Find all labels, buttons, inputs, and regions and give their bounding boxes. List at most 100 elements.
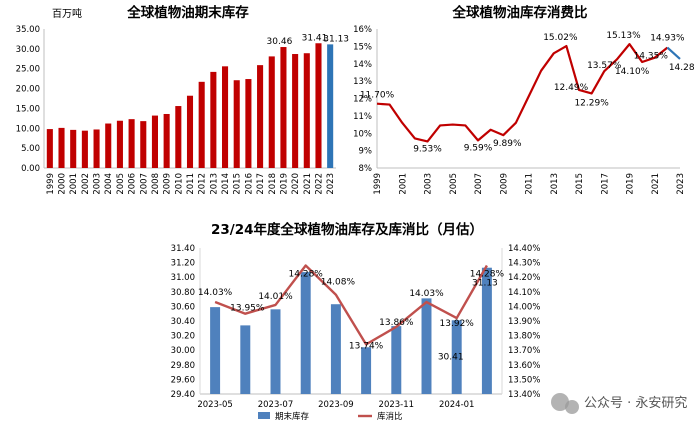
y-right-tick-label: 13.40% xyxy=(508,390,540,400)
x-tick-label: 2023-07 xyxy=(258,400,294,410)
legend-label: 库消比 xyxy=(377,411,403,422)
data-label: 30.41 xyxy=(438,352,464,362)
x-tick-label: 2014 xyxy=(221,173,231,195)
x-tick-label: 2002 xyxy=(81,173,91,195)
y-tick-label: 0.00 xyxy=(21,164,40,174)
bar xyxy=(210,307,221,394)
data-label: 30.46 xyxy=(267,37,293,47)
x-tick-label: 1999 xyxy=(373,173,383,195)
bar xyxy=(210,71,217,168)
bar xyxy=(303,53,310,168)
data-label: 9.89% xyxy=(493,139,522,149)
unit-label: 百万吨 xyxy=(52,7,82,20)
data-label: 31.13 xyxy=(472,279,498,289)
bar xyxy=(292,54,299,168)
bar xyxy=(116,120,123,168)
bar xyxy=(151,115,158,168)
y-left-tick-label: 30.60 xyxy=(171,302,195,312)
x-tick-label: 2001 xyxy=(398,173,408,195)
x-tick-label: 2019 xyxy=(626,173,636,195)
data-label: 15.13% xyxy=(606,31,641,41)
y-tick-label: 9% xyxy=(359,147,373,157)
chart-title: 23/24年度全球植物油库存及库消比（月估） xyxy=(211,221,483,238)
x-tick-label: 2003 xyxy=(424,173,434,195)
x-tick-label: 2023-09 xyxy=(318,400,354,410)
wechat-icon-bubble xyxy=(565,400,579,414)
y-right-tick-label: 13.80% xyxy=(508,332,540,342)
y-tick-label: 16% xyxy=(353,25,372,35)
y-tick-label: 35.00 xyxy=(16,25,40,35)
watermark: 公众号 · 永安研究 xyxy=(551,393,687,414)
x-tick-label: 2013 xyxy=(550,173,560,195)
x-tick-label: 2011 xyxy=(525,173,535,195)
bar xyxy=(300,272,311,394)
y-tick-label: 11% xyxy=(353,112,372,122)
y-right-tick-label: 14.20% xyxy=(508,273,540,283)
bar xyxy=(257,65,264,168)
y-tick-label: 15.00 xyxy=(16,104,40,114)
data-label: 9.53% xyxy=(413,144,442,154)
x-tick-label: 2023 xyxy=(676,173,686,195)
data-label: 14.01% xyxy=(258,292,293,302)
y-tick-label: 10.00 xyxy=(16,124,40,134)
y-right-tick-label: 13.60% xyxy=(508,361,540,371)
data-label: 14.10% xyxy=(615,67,650,77)
x-tick-label: 2017 xyxy=(256,173,266,195)
y-left-tick-label: 29.40 xyxy=(171,390,195,400)
x-tick-label: 2022 xyxy=(314,173,324,195)
x-tick-label: 2019 xyxy=(279,173,289,195)
chart-title: 全球植物油库存消费比 xyxy=(452,4,588,21)
y-left-tick-label: 31.20 xyxy=(171,259,195,269)
bar xyxy=(481,267,492,394)
data-label: 12.29% xyxy=(574,98,609,108)
y-left-tick-label: 31.40 xyxy=(171,244,195,254)
x-tick-label: 2016 xyxy=(244,173,254,195)
y-right-tick-label: 13.90% xyxy=(508,317,540,327)
chart-ending-stocks: 百万吨 全球植物油期末库存 0.00 5.00 10.00 15.00 20.00 25.00… xyxy=(16,4,349,195)
data-label: 13.57% xyxy=(587,61,622,71)
x-tick-label: 2007 xyxy=(474,173,484,195)
data-label: 13.95% xyxy=(230,304,265,314)
x-tick-label: 2023-05 xyxy=(197,400,233,410)
y-tick-label: 13% xyxy=(353,77,372,87)
wechat-icon xyxy=(551,393,569,411)
x-tick-label: 2005 xyxy=(116,173,126,195)
chart-stock-to-use-ratio: 全球植物油库存消费比 8% 9% 10% 11% 12% 13% 14% 15% 16% 1999 2… xyxy=(353,4,695,195)
bar xyxy=(186,95,194,168)
y-left-tick-label: 31.00 xyxy=(171,273,195,283)
bar xyxy=(46,129,53,168)
x-tick-label: 2010 xyxy=(174,173,184,195)
bar xyxy=(240,325,251,394)
y-tick-label: 30.00 xyxy=(16,45,40,55)
data-label: 14.03% xyxy=(409,289,444,299)
bar xyxy=(175,106,182,168)
x-tick-label: 2023 xyxy=(326,173,336,195)
x-tick-label: 2017 xyxy=(600,173,610,195)
series-line xyxy=(214,264,488,346)
y-tick-label: 14% xyxy=(353,60,372,70)
x-tick-label: 2008 xyxy=(151,173,161,195)
forecast-line xyxy=(666,46,681,60)
bar xyxy=(315,43,322,168)
bar xyxy=(198,81,205,168)
x-tick-label: 2015 xyxy=(575,173,585,195)
bar xyxy=(421,298,432,394)
y-left-tick-label: 30.80 xyxy=(171,288,195,298)
x-tick-label: 2011 xyxy=(186,173,196,195)
x-tick-label: 2007 xyxy=(139,173,149,195)
y-tick-label: 5.00 xyxy=(21,144,40,154)
y-left-tick-label: 29.60 xyxy=(171,375,195,385)
x-tick-label: 2021 xyxy=(303,173,313,195)
x-tick-label: 2006 xyxy=(128,173,138,195)
bar xyxy=(280,47,287,168)
bar xyxy=(451,320,462,394)
y-tick-label: 20.00 xyxy=(16,85,40,95)
y-tick-label: 25.00 xyxy=(16,65,40,75)
data-label: 14.08% xyxy=(321,278,356,288)
bar xyxy=(391,326,402,394)
data-label: 14.28% xyxy=(289,270,324,280)
data-label: 9.59% xyxy=(464,143,493,153)
x-tick-label: 2009 xyxy=(163,173,173,195)
bar xyxy=(233,80,240,168)
